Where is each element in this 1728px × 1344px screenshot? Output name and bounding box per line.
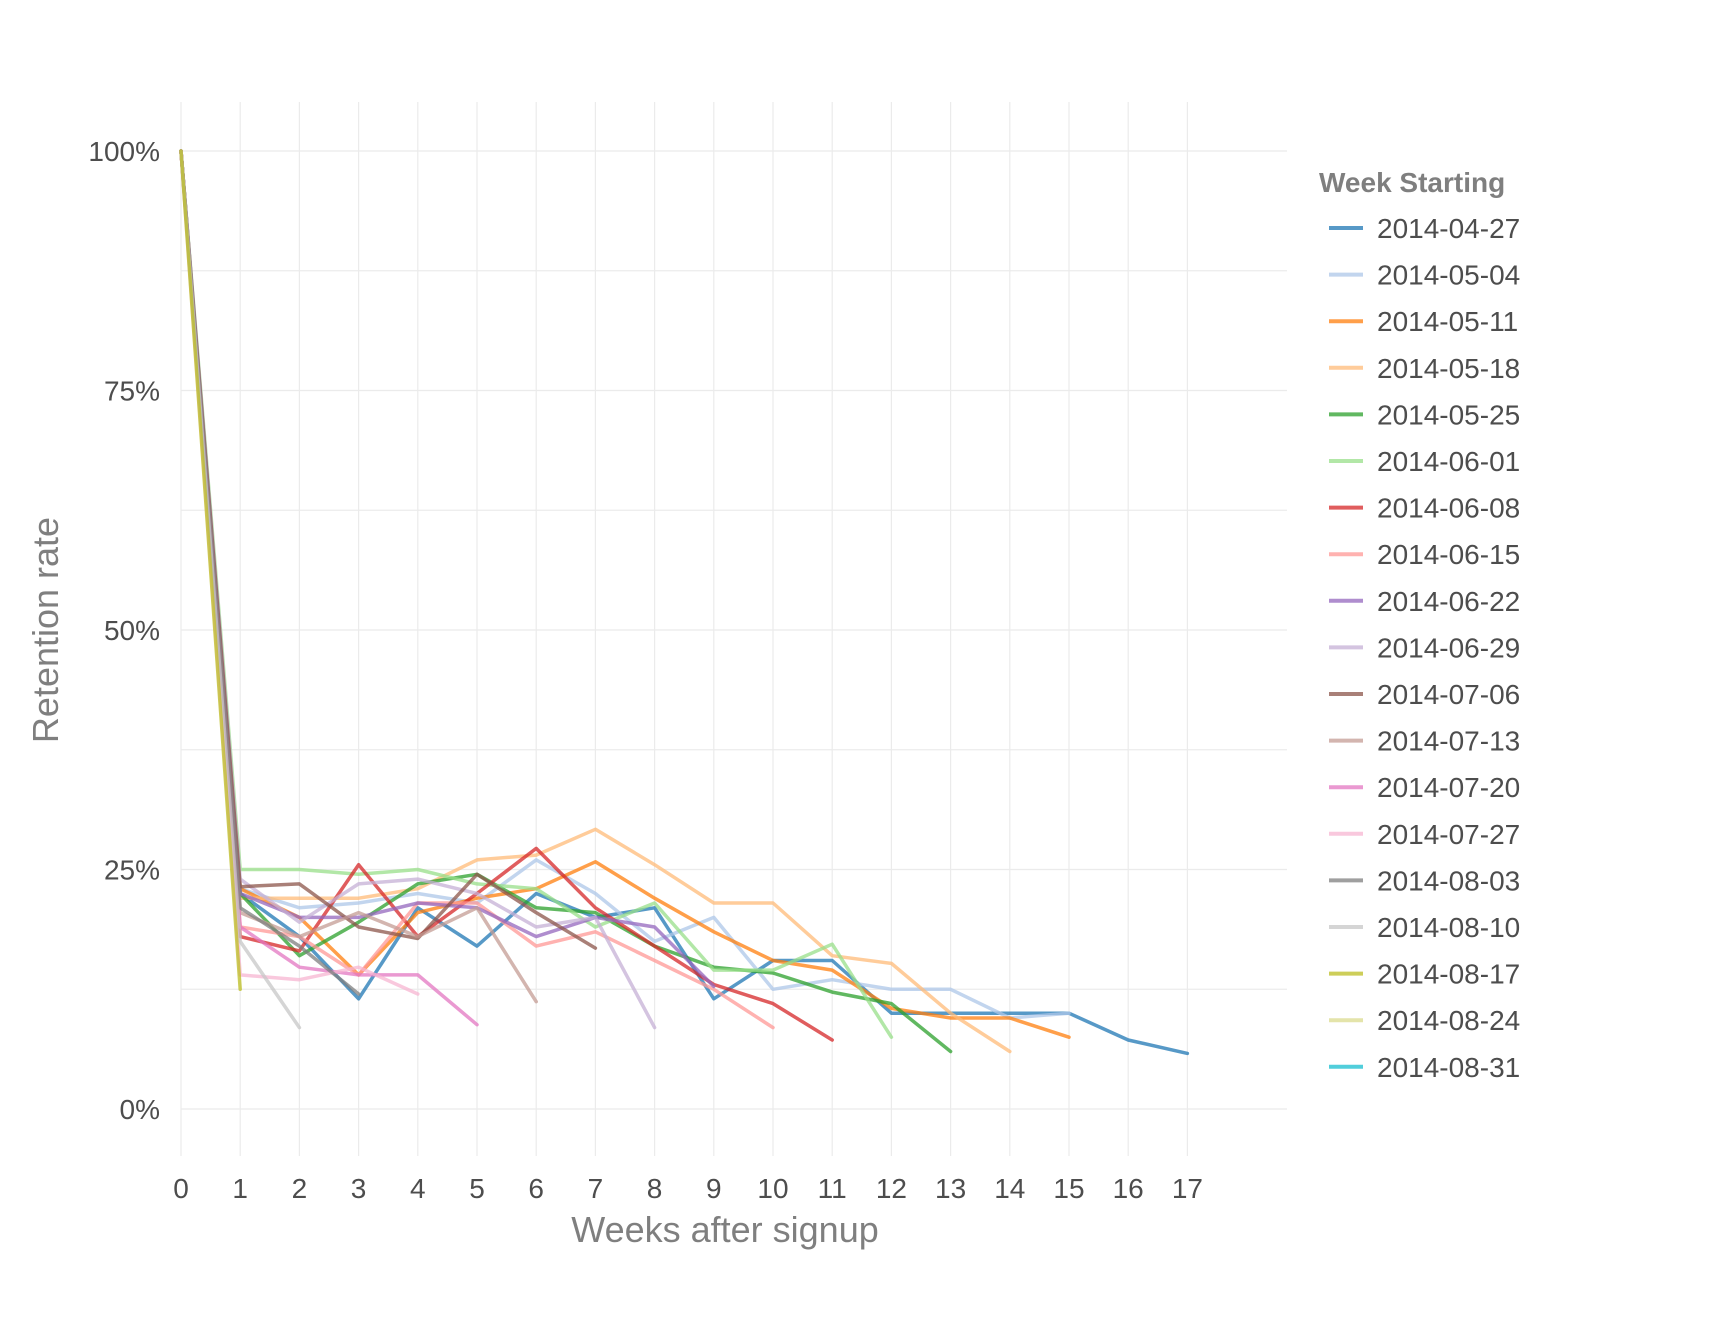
x-tick-label-11: 11 xyxy=(818,1173,847,1204)
series-line-2014-08-03 xyxy=(179,149,361,996)
legend-label-2014-08-17: 2014-08-17 xyxy=(1377,959,1520,990)
series-line-2014-06-08 xyxy=(179,149,834,1042)
series-line-2014-06-22 xyxy=(179,149,716,989)
x-tick-label-17: 17 xyxy=(1172,1173,1203,1204)
x-tick-label-9: 9 xyxy=(706,1173,722,1204)
x-tick-label-14: 14 xyxy=(994,1173,1025,1204)
legend: Week Starting 2014-04-272014-05-042014-0… xyxy=(1319,167,1520,1083)
x-tick-label-16: 16 xyxy=(1113,1173,1144,1204)
legend-label-2014-05-11: 2014-05-11 xyxy=(1377,306,1518,337)
y-axis-tick-labels: 0% 25% 50% 75% 100% xyxy=(88,136,160,1125)
legend-label-2014-08-10: 2014-08-10 xyxy=(1377,912,1520,943)
series-line-2014-06-01 xyxy=(179,149,894,1039)
series-line-2014-05-25 xyxy=(179,149,953,1054)
legend-label-2014-06-22: 2014-06-22 xyxy=(1377,586,1520,617)
x-tick-label-5: 5 xyxy=(469,1173,485,1204)
y-tick-label-2: 50% xyxy=(104,615,160,646)
y-tick-label-3: 75% xyxy=(104,376,160,407)
series-line-2014-07-20 xyxy=(179,149,479,1027)
series-line-2014-04-27 xyxy=(179,149,1190,1056)
y-axis-title: Retention rate xyxy=(25,517,66,743)
x-axis-title: Weeks after signup xyxy=(571,1209,879,1250)
x-tick-label-13: 13 xyxy=(935,1173,966,1204)
legend-label-2014-07-06: 2014-07-06 xyxy=(1377,679,1520,710)
legend-items: 2014-04-27 2014-05-04 2014-05-11 2014-05-18… xyxy=(1329,213,1520,1083)
y-tick-label-4: 100% xyxy=(88,136,160,167)
legend-label-2014-06-29: 2014-06-29 xyxy=(1377,632,1520,663)
series-line-2014-07-06 xyxy=(179,149,598,950)
legend-label-2014-07-27: 2014-07-27 xyxy=(1377,819,1520,850)
y-tick-label-0: 0% xyxy=(120,1094,160,1125)
legend-label-2014-06-15: 2014-06-15 xyxy=(1377,539,1520,570)
legend-label-2014-04-27: 2014-04-27 xyxy=(1377,213,1520,244)
legend-label-2014-05-04: 2014-05-04 xyxy=(1377,260,1520,291)
x-tick-label-8: 8 xyxy=(647,1173,663,1204)
x-tick-label-0: 0 xyxy=(173,1173,189,1204)
x-tick-label-2: 2 xyxy=(292,1173,308,1204)
legend-label-2014-08-24: 2014-08-24 xyxy=(1377,1005,1520,1036)
legend-label-2014-07-20: 2014-07-20 xyxy=(1377,772,1520,803)
series-line-2014-05-11 xyxy=(179,149,1071,1039)
legend-label-2014-05-18: 2014-05-18 xyxy=(1377,353,1520,384)
x-axis-tick-labels: 0 1 2 3 4 5 6 7 8 9 10 11 12 13 14 15 16 17 xyxy=(173,1173,1203,1204)
series-line-2014-05-04 xyxy=(179,149,1071,1020)
x-tick-label-4: 4 xyxy=(410,1173,426,1204)
x-tick-label-15: 15 xyxy=(1053,1173,1084,1204)
legend-title: Week Starting xyxy=(1319,167,1505,198)
y-tick-label-1: 25% xyxy=(104,855,160,886)
legend-label-2014-08-03: 2014-08-03 xyxy=(1377,865,1520,896)
legend-label-2014-06-01: 2014-06-01 xyxy=(1377,446,1520,477)
grid-lines xyxy=(180,102,1287,1156)
x-tick-label-3: 3 xyxy=(351,1173,367,1204)
series-line-2014-08-17 xyxy=(179,149,242,992)
x-tick-label-12: 12 xyxy=(876,1173,907,1204)
x-tick-label-6: 6 xyxy=(528,1173,544,1204)
x-tick-label-1: 1 xyxy=(232,1173,248,1204)
x-tick-label-7: 7 xyxy=(588,1173,604,1204)
legend-label-2014-05-25: 2014-05-25 xyxy=(1377,399,1520,430)
x-tick-label-10: 10 xyxy=(757,1173,788,1204)
legend-label-2014-08-31: 2014-08-31 xyxy=(1377,1052,1520,1083)
legend-label-2014-06-08: 2014-06-08 xyxy=(1377,493,1520,524)
series-line-2014-06-29 xyxy=(179,149,657,1030)
legend-label-2014-07-13: 2014-07-13 xyxy=(1377,726,1520,757)
series-lines xyxy=(179,149,1190,1056)
